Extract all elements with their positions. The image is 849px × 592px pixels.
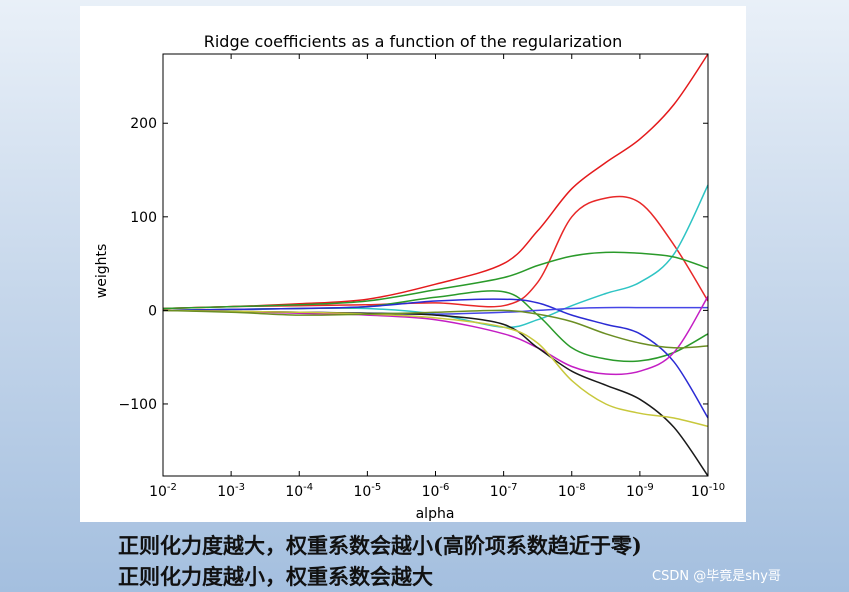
series-line-11 [162,309,709,349]
series-line-10 [162,309,709,428]
chart-title: Ridge coefficients as a function of the … [204,32,623,51]
y-tick-label: 200 [130,116,157,132]
x-tick-label: 10-4 [285,482,313,500]
y-axis-label: weights [94,244,110,299]
x-tick-label: 10-10 [691,482,725,500]
plot-area: 200 100 0 −100 10-2 10-3 10-4 10-5 10-6 10-7 10-8 1… [119,53,725,500]
x-tick-label: 10-5 [353,482,381,500]
watermark: CSDN @毕竟是shy哥 [652,569,781,584]
x-tick-label: 10-2 [149,482,177,500]
y-tick-label: 0 [148,303,157,319]
series-line-9 [162,309,709,477]
y-tick-label: 100 [130,210,157,226]
series-line-1 [162,53,709,310]
x-tick-label: 10-8 [558,482,586,500]
x-tick-label: 10-6 [422,482,450,500]
ridge-chart: Ridge coefficients as a function of the … [94,32,725,522]
y-tick-label: −100 [119,397,157,413]
plot-frame [162,53,709,477]
x-tick-label: 10-9 [626,482,654,500]
x-tick-label: 10-7 [490,482,518,500]
series-line-6 [162,298,709,419]
caption-line-1: 正则化力度越大，权重系数会越小(高阶项系数趋近于零) [118,533,642,558]
x-axis-label: alpha [416,506,455,522]
caption-line-2: 正则化力度越小，权重系数会越大 [118,564,433,589]
chart-figure: Ridge coefficients as a function of the … [80,6,746,522]
x-tick-label: 10-3 [217,482,245,500]
series-line-4 [162,251,709,310]
